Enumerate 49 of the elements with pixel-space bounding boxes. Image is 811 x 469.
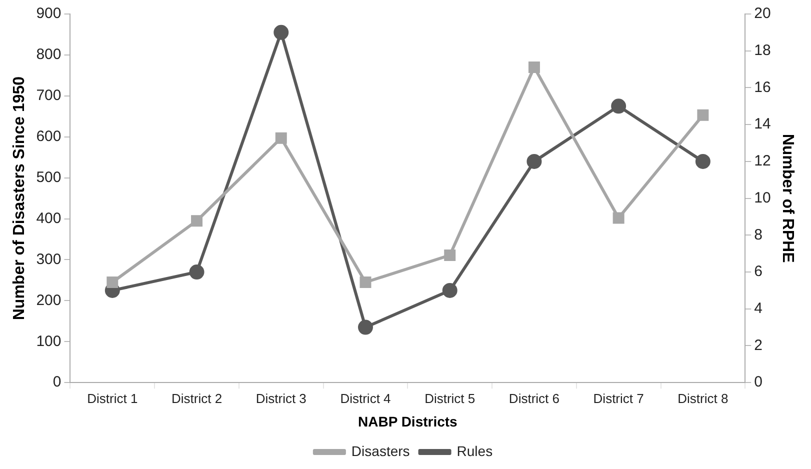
point bbox=[444, 249, 456, 261]
y2-tick-label: 2 bbox=[754, 336, 762, 354]
y2-tick-label: 20 bbox=[754, 5, 771, 22]
x-tick-label: District 7 bbox=[593, 390, 644, 406]
y2-tick-label: 14 bbox=[754, 116, 771, 133]
point bbox=[275, 132, 287, 144]
legend-label: Disasters bbox=[351, 442, 410, 459]
x-tick-label: District 4 bbox=[340, 390, 391, 406]
y-tick-label: 700 bbox=[36, 87, 62, 104]
x-axis-title: NABP Districts bbox=[358, 413, 458, 430]
y2-tick-label: 4 bbox=[754, 300, 762, 318]
y2-tick-label: 16 bbox=[754, 78, 771, 96]
point bbox=[189, 264, 204, 280]
y2-axis-title: Number of RPHE bbox=[778, 134, 796, 264]
point bbox=[191, 215, 203, 227]
y-tick-label: 0 bbox=[52, 374, 62, 391]
x-tick-label: District 6 bbox=[508, 390, 560, 406]
point bbox=[697, 109, 709, 121]
x-tick-label: District 2 bbox=[171, 390, 222, 406]
x-tick-label: District 5 bbox=[424, 390, 476, 406]
point bbox=[106, 276, 118, 288]
point bbox=[695, 154, 710, 169]
y2-tick-label: 12 bbox=[754, 152, 771, 170]
point bbox=[274, 24, 289, 40]
y2-tick-label: 8 bbox=[754, 226, 762, 244]
y2-tick-label: 0 bbox=[754, 374, 762, 391]
y-tick-label: 400 bbox=[36, 210, 62, 227]
point bbox=[611, 98, 626, 114]
point bbox=[442, 282, 458, 298]
y-tick-label: 800 bbox=[36, 46, 62, 64]
y-tick-label: 600 bbox=[36, 128, 62, 146]
y-tick-label: 200 bbox=[36, 292, 62, 309]
x-tick-label: District 8 bbox=[678, 390, 728, 406]
y-axis-title: Number of Disasters Since 1950 bbox=[11, 76, 28, 320]
point bbox=[358, 320, 373, 335]
y-tick-label: 300 bbox=[36, 250, 62, 268]
point bbox=[526, 154, 542, 169]
point bbox=[528, 62, 540, 73]
y-tick-label: 900 bbox=[36, 5, 62, 22]
point bbox=[360, 276, 372, 288]
y2-tick-label: 18 bbox=[754, 42, 771, 59]
y2-tick-label: 10 bbox=[754, 189, 771, 206]
point bbox=[612, 212, 624, 224]
y-tick-label: 500 bbox=[36, 168, 62, 186]
y2-tick-label: 6 bbox=[754, 263, 762, 280]
x-tick-label: District 1 bbox=[87, 390, 138, 406]
x-tick-label: District 3 bbox=[256, 390, 306, 406]
y-tick-label: 100 bbox=[36, 332, 62, 350]
legend-label: Rules bbox=[456, 442, 493, 459]
